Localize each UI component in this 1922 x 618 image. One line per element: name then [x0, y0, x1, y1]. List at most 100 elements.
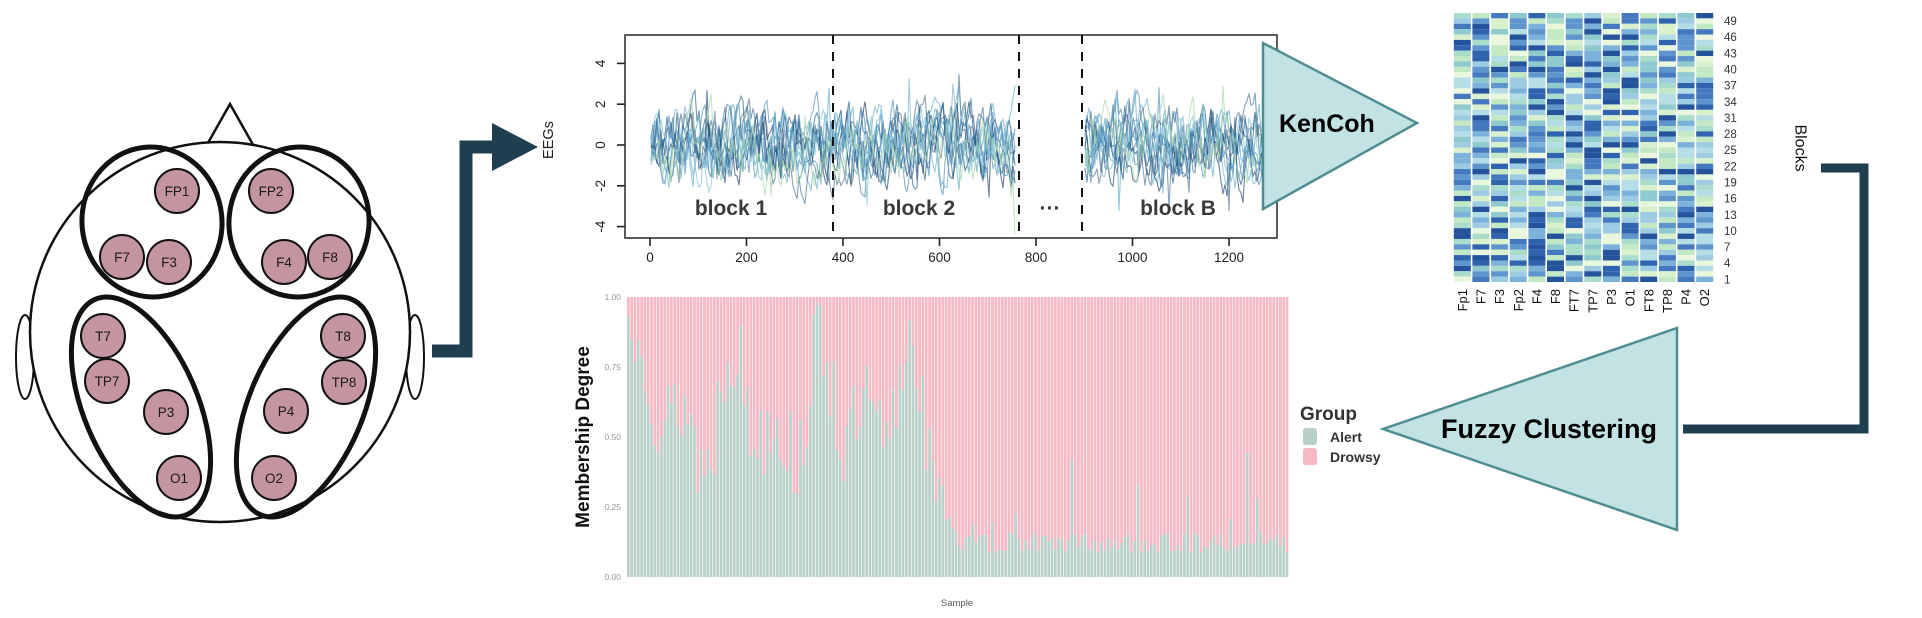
- membership-bar-drowsy: [815, 297, 819, 303]
- heatmap-cell: [1602, 244, 1620, 250]
- heatmap-cell: [1565, 56, 1583, 62]
- heatmap-cell: [1547, 158, 1564, 164]
- membership-bar-alert: [928, 428, 931, 577]
- membership-bar-drowsy: [726, 297, 729, 363]
- membership-bar-alert: [1100, 542, 1103, 577]
- membership-bar-alert: [1265, 542, 1269, 577]
- heatmap-row-label: 40: [1724, 65, 1737, 77]
- membership-bar-alert: [1229, 519, 1233, 577]
- heatmap-cell: [1565, 222, 1583, 229]
- heatmap-cell: [1453, 147, 1471, 153]
- heatmap-cell: [1696, 120, 1714, 126]
- membership-bar-drowsy: [689, 297, 693, 415]
- heatmap-cell: [1584, 163, 1602, 170]
- eeg-trace: [1084, 109, 1268, 177]
- membership-bar-drowsy: [627, 297, 630, 317]
- heatmap-cell: [1640, 271, 1658, 277]
- membership-bar-alert: [1063, 550, 1067, 577]
- membership-bar-alert: [914, 388, 918, 577]
- heatmap-cell: [1565, 271, 1583, 277]
- heatmap-cell: [1509, 222, 1527, 229]
- heatmap-cell: [1565, 158, 1583, 164]
- membership-bar-drowsy: [640, 297, 643, 357]
- eeg-ytick-label: -2: [593, 180, 608, 192]
- electrode-clusters: [68, 144, 379, 520]
- membership-bar-drowsy: [653, 297, 657, 446]
- heatmap-cell: [1640, 61, 1658, 67]
- heatmap-cell: [1696, 152, 1714, 159]
- membership-bar-alert: [762, 475, 766, 577]
- heatmap-cell: [1640, 195, 1658, 202]
- heatmap-cell: [1584, 201, 1602, 207]
- block-label: block 2: [883, 197, 955, 220]
- heatmap-cell: [1602, 195, 1620, 202]
- membership-bar-alert: [1060, 540, 1064, 577]
- heatmap-cell: [1640, 82, 1658, 89]
- heatmap-cell: [1658, 271, 1676, 277]
- membership-bar-alert: [1001, 550, 1004, 577]
- heatmap-cell: [1584, 169, 1602, 175]
- membership-bar-alert: [1262, 544, 1266, 577]
- membership-bar-drowsy: [1176, 297, 1180, 546]
- heatmap-cell: [1472, 147, 1490, 153]
- heatmap-cell: [1602, 66, 1620, 73]
- electrode-FP1: [154, 168, 200, 214]
- heatmap-cell: [1696, 265, 1714, 272]
- heatmap-cell: [1453, 174, 1471, 180]
- membership-bar-drowsy: [1209, 297, 1213, 542]
- heatmap-cell: [1640, 212, 1658, 218]
- membership-bar-alert: [1252, 542, 1256, 577]
- heatmap-cell: [1491, 82, 1509, 89]
- heatmap-cell: [1565, 115, 1583, 121]
- heatmap-cell: [1509, 174, 1527, 180]
- heatmap-cell: [1472, 190, 1490, 196]
- eeg-xtick-label: 800: [1025, 250, 1048, 265]
- heatmap-cell: [1453, 77, 1471, 83]
- heatmap-cell: [1491, 185, 1509, 191]
- membership-bar-drowsy: [838, 297, 842, 459]
- membership-bar-alert: [1226, 550, 1229, 577]
- heatmap-cell: [1453, 158, 1471, 164]
- heatmap-cell: [1565, 39, 1583, 46]
- membership-bar-alert: [855, 439, 859, 577]
- membership-bar-drowsy: [1183, 297, 1186, 534]
- heatmap-col-label: Fp1: [1455, 289, 1470, 311]
- kencoh-arrow-icon: [1261, 40, 1420, 212]
- heatmap-cell: [1453, 61, 1471, 67]
- membership-bar-alert: [1110, 547, 1113, 577]
- heatmap-row-label: 46: [1724, 32, 1737, 44]
- membership-bar-alert: [1097, 551, 1100, 577]
- membership-bar-drowsy: [924, 297, 928, 470]
- heatmap-cell: [1696, 255, 1714, 261]
- heatmap-cell: [1677, 195, 1695, 202]
- heatmap-cell: [1547, 163, 1564, 170]
- electrode-label: T8: [335, 329, 351, 344]
- heatmap-cell: [1658, 158, 1676, 164]
- membership-bar-alert: [693, 425, 696, 577]
- heatmap-cell: [1528, 265, 1546, 272]
- heatmap-cell: [1472, 260, 1490, 266]
- heatmap-cell: [1602, 136, 1620, 143]
- heatmap-cell: [1696, 249, 1714, 256]
- heatmap-cell: [1584, 82, 1602, 89]
- heatmap-cell: [1696, 195, 1714, 202]
- heatmap-cell: [1696, 18, 1714, 24]
- membership-bar-drowsy: [895, 297, 898, 429]
- heatmap-cell: [1509, 276, 1527, 282]
- heatmap-cell: [1584, 109, 1602, 116]
- membership-bar-drowsy: [1219, 297, 1223, 535]
- heatmap-cell: [1677, 174, 1695, 180]
- membership-bar-drowsy: [871, 297, 875, 403]
- heatmap-cell: [1658, 23, 1676, 30]
- membership-bar-drowsy: [934, 297, 938, 502]
- membership-bar-drowsy: [1030, 297, 1034, 538]
- block-label: ···: [1040, 197, 1061, 220]
- heatmap-cell: [1602, 212, 1620, 218]
- heatmap-cell: [1584, 190, 1602, 196]
- membership-bar-drowsy: [696, 297, 700, 493]
- membership-bar-drowsy: [1163, 297, 1166, 534]
- heatmap-cell: [1453, 163, 1471, 170]
- heatmap-cell: [1547, 82, 1564, 89]
- heatmap-cell: [1602, 45, 1620, 51]
- heatmap-cell: [1565, 77, 1583, 83]
